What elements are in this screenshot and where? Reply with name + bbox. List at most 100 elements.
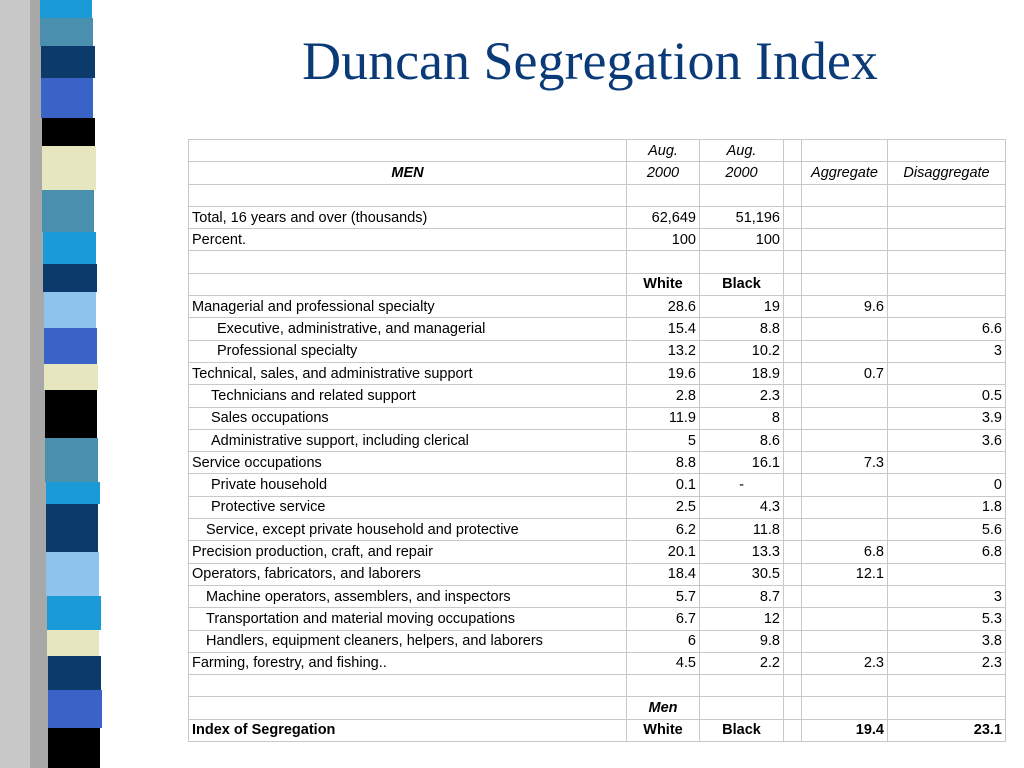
table-cell: 5 (626, 428, 700, 453)
table-cell (783, 674, 802, 698)
table-cell (783, 495, 802, 520)
table-row: Executive, administrative, and manageria… (188, 317, 1006, 341)
table-cell: Total, 16 years and over (thousands) (188, 205, 627, 230)
table-cell: Precision production, craft, and repair (188, 540, 627, 564)
table-cell: Managerial and professional specialty (188, 295, 627, 319)
table-cell (783, 361, 802, 386)
table-cell (188, 250, 627, 274)
table-cell: 11.9 (626, 406, 700, 430)
table-cell (783, 183, 802, 207)
table-cell: Black (699, 718, 784, 743)
table-row: Technicians and related support 2.8 2.3 0.5 (188, 384, 1006, 408)
table-cell (801, 183, 888, 207)
table-row: Technical, sales, and administrative sup… (188, 361, 1006, 386)
table-cell (783, 272, 802, 297)
table-cell: 2.8 (626, 384, 700, 408)
table-header-row: Aug. Aug. (188, 138, 1006, 163)
table-cell (887, 696, 1006, 720)
strip-block (42, 190, 94, 232)
table-cell (887, 295, 1006, 319)
table-cell (783, 451, 802, 475)
table-cell: 2.3 (801, 651, 888, 676)
table-cell: 6.2 (626, 518, 700, 542)
table-cell: 6 (626, 629, 700, 653)
table-row: Service, except private household and pr… (188, 518, 1006, 542)
table-row: Professional specialty 13.2 10.2 3 (188, 339, 1006, 363)
table-cell: 2.5 (626, 495, 700, 520)
table-row: Operators, fabricators, and laborers 18.4… (188, 562, 1006, 586)
table-cell (188, 183, 627, 207)
table-cell: Administrative support, including cleric… (188, 428, 627, 453)
index-of-segregation-row: Index of Segregation White Black 19.4 23… (188, 718, 1006, 743)
table-cell (626, 674, 700, 698)
table-cell (887, 272, 1006, 297)
strip-block (46, 482, 100, 504)
table-cell: 4.3 (699, 495, 784, 520)
table-cell: 0 (887, 473, 1006, 497)
table-cell: 8.8 (699, 317, 784, 341)
table-cell (887, 138, 1006, 163)
table-cell: 6.7 (626, 607, 700, 631)
strip-block (43, 232, 96, 264)
table-cell: Handlers, equipment cleaners, helpers, a… (188, 629, 627, 653)
table-cell: 2.3 (699, 384, 784, 408)
table-cell: 13.2 (626, 339, 700, 363)
table-cell: 6.8 (801, 540, 888, 564)
table-cell: White (626, 272, 700, 297)
table-cell: 6.8 (887, 540, 1006, 564)
table-cell: 13.3 (699, 540, 784, 564)
table-cell (783, 629, 802, 653)
table-cell: 5.7 (626, 584, 700, 609)
table-cell: Farming, forestry, and fishing.. (188, 651, 627, 676)
table-cell (188, 696, 627, 720)
table-row: Service occupations 8.8 16.1 7.3 (188, 451, 1006, 475)
table-cell: 20.1 (626, 540, 700, 564)
strip-block (46, 504, 98, 552)
table-cell (783, 651, 802, 676)
table-row (188, 674, 1006, 698)
table-cell: Sales occupations (188, 406, 627, 430)
table-cell (801, 339, 888, 363)
table-cell (783, 406, 802, 430)
decorative-side-strip (0, 0, 130, 768)
table-cell: 2.3 (887, 651, 1006, 676)
strip-block (42, 118, 95, 146)
table-cell (801, 607, 888, 631)
strip-block (43, 264, 97, 292)
table-cell (699, 696, 784, 720)
table-cell: Machine operators, assemblers, and inspe… (188, 584, 627, 609)
strip-block (46, 552, 99, 596)
table-cell: Executive, administrative, and manageria… (188, 317, 627, 341)
table-row (188, 183, 1006, 207)
table-cell: Private household (188, 473, 627, 497)
table-row: Private household 0.1- 0 (188, 473, 1006, 497)
table-cell (783, 428, 802, 453)
table-cell: 12.1 (801, 562, 888, 586)
table-cell: White (626, 718, 700, 743)
table-cell: 28.6 (626, 295, 700, 319)
table-cell (801, 228, 888, 252)
table-cell: 5.3 (887, 607, 1006, 631)
table-cell (783, 562, 802, 586)
table-row: Machine operators, assemblers, and inspe… (188, 584, 1006, 609)
table-cell (783, 161, 802, 185)
table-cell: 15.4 (626, 317, 700, 341)
table-cell: 18.9 (699, 361, 784, 386)
table-cell (887, 361, 1006, 386)
table-cell (887, 674, 1006, 698)
table-cell: 2000 (699, 161, 784, 185)
table-cell (783, 607, 802, 631)
table-cell (801, 205, 888, 230)
table-cell: 18.4 (626, 562, 700, 586)
table-row: Transportation and material moving occup… (188, 607, 1006, 631)
table-cell (783, 518, 802, 542)
table-cell: 0.7 (801, 361, 888, 386)
table-row: Protective service 2.5 4.3 1.8 (188, 495, 1006, 520)
table-cell (626, 183, 700, 207)
strip-block (45, 438, 98, 482)
table-cell: 9.6 (801, 295, 888, 319)
table-cell (887, 183, 1006, 207)
table-cell: 12 (699, 607, 784, 631)
strip-block (42, 146, 96, 190)
table-row: Sales occupations 11.9 8 3.9 (188, 406, 1006, 430)
